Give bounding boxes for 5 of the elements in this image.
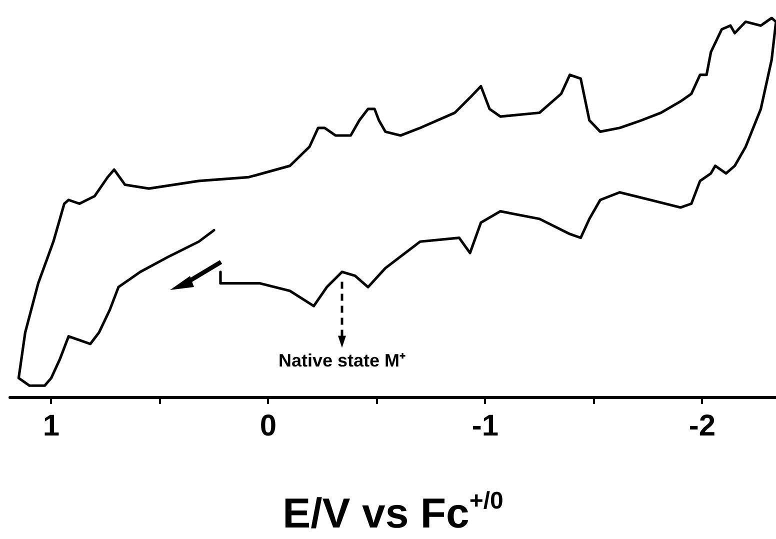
x-tick-label: -1 xyxy=(472,410,499,442)
x-tick-label: 1 xyxy=(42,410,60,442)
x-tick-label: 0 xyxy=(260,410,277,442)
x-tick-label: -2 xyxy=(688,410,716,442)
annotation: Native state M⁺ xyxy=(278,350,406,371)
